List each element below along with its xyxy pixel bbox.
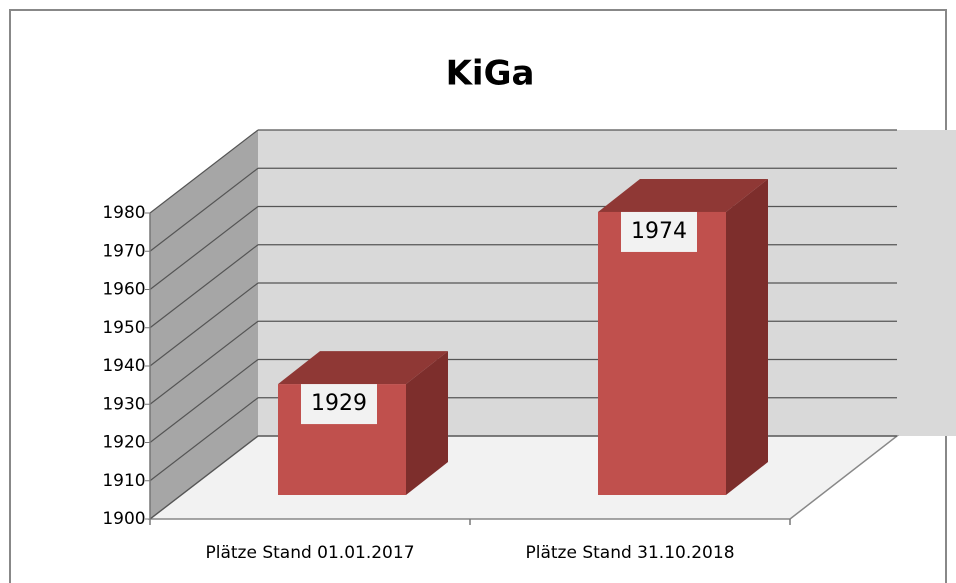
grid-line [149,397,259,482]
bar-side [726,178,768,495]
y-tick-label: 1980 [102,203,145,223]
value-label-box [301,384,377,425]
grid-line [149,435,259,520]
grid-line [149,320,259,405]
bar [278,351,448,495]
y-tick-label: 1970 [102,241,145,261]
grid-line [149,167,259,252]
value-label: 1974 [631,219,687,244]
floor [147,435,900,520]
y-tick-label: 1950 [102,318,145,338]
y-tick-label: 1960 [102,280,145,300]
grid-line [149,129,259,214]
grid-line [149,206,259,290]
y-tick-label: 1910 [102,471,145,491]
grid-line [149,282,259,367]
bar-top [598,178,768,212]
value-label: 1929 [311,391,367,416]
bar-front [598,211,726,495]
grid-line [149,244,259,329]
chart-title: KiGa [446,54,535,94]
bar [598,178,768,495]
bar-side [406,351,448,495]
grid-line [149,359,259,443]
x-tick-label: Plätze Stand 01.01.2017 [205,543,414,563]
y-tick-label: 1940 [102,356,145,376]
y-tick-label: 1900 [102,509,145,529]
x-tick-label: Plätze Stand 31.10.2018 [525,543,734,563]
y-tick-label: 1930 [102,394,145,414]
y-tick-label: 1920 [102,433,145,453]
bar-top [278,351,448,385]
value-label-box [621,211,697,252]
